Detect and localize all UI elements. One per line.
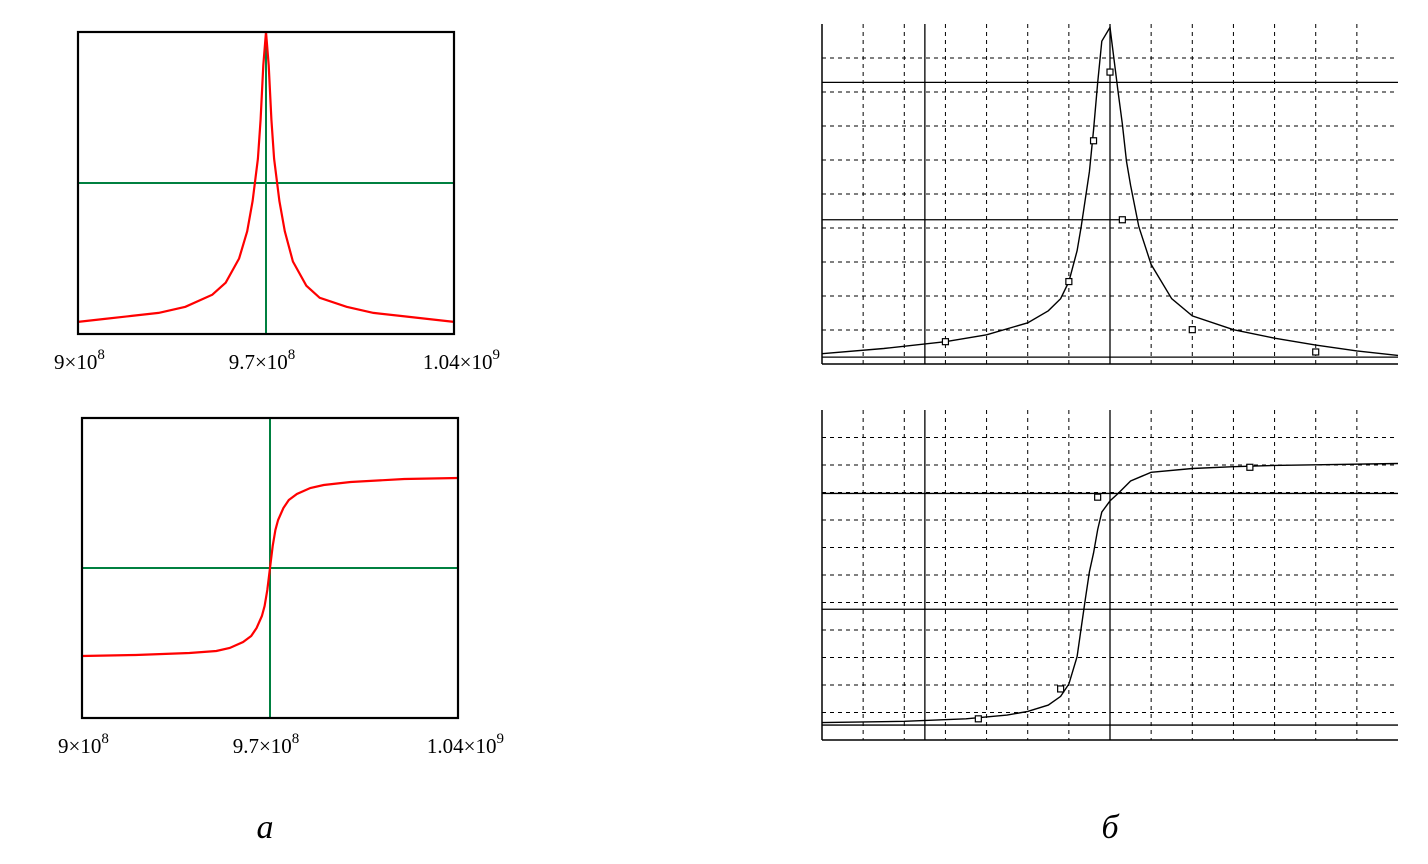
data-point-marker [1188,326,1196,334]
x-tick-label: 9.7×108 [229,347,296,374]
x-tick-exponent: 8 [292,731,300,747]
data-point-marker [1065,277,1073,286]
series-line [821,25,1399,357]
x-tick-label: 9×108 [54,347,105,374]
x-tick-exponent: 8 [288,347,296,363]
x-tick-mantissa: 1.04×10 [423,350,493,374]
x-tick-exponent: 9 [493,347,501,363]
data-point-marker [941,338,950,346]
x-tick-exponent: 8 [97,347,105,363]
x-tick-mantissa: 9.7×10 [229,350,288,374]
chart-a-phase: 9×108 9.7×108 1.04×109 [58,416,504,758]
data-point-marker [1057,685,1065,693]
panel-label-a: а [257,809,274,846]
x-tick-exponent: 9 [497,731,505,747]
data-point-marker [1094,493,1102,501]
data-point-marker [1089,137,1098,145]
series-line [821,462,1399,724]
chart-b-magnitude [821,24,1399,365]
x-tick-mantissa: 9×10 [58,734,101,758]
data-point-marker [974,715,982,723]
data-point-marker [1246,463,1254,471]
plot-frame [80,416,460,720]
x-tick-exponent: 8 [101,731,109,747]
chart-a-magnitude: 9×108 9.7×108 1.04×109 [54,30,500,374]
x-tick-label: 9.7×108 [233,731,300,758]
x-tick-mantissa: 9.7×10 [233,734,292,758]
data-point-marker [1312,348,1320,356]
x-tick-label: 1.04×109 [423,347,500,374]
x-tick-label: 1.04×109 [427,731,504,758]
data-point-marker [1106,68,1114,76]
plot-frame [76,30,456,336]
data-point-marker [1118,216,1126,224]
x-tick-label: 9×108 [58,731,109,758]
panel-label-b: б [1101,809,1120,846]
x-tick-mantissa: 9×10 [54,350,97,374]
x-tick-mantissa: 1.04×10 [427,734,497,758]
series-line [81,476,459,658]
chart-b-phase [821,410,1399,741]
